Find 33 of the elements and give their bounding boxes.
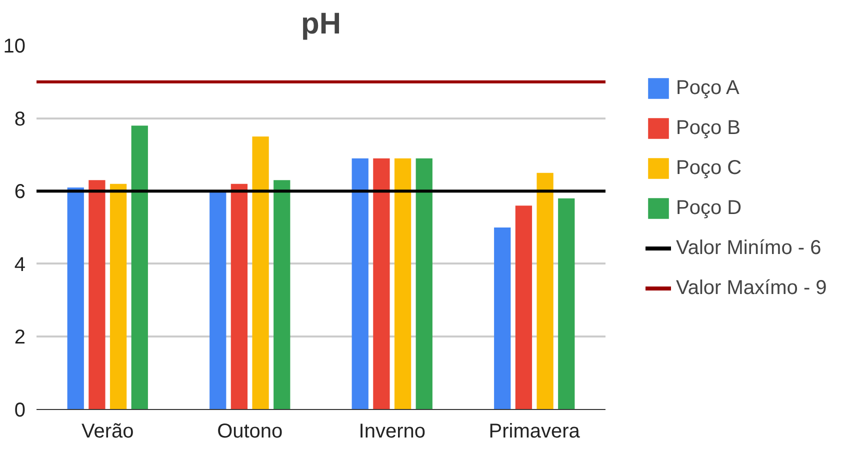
bar <box>210 191 226 410</box>
x-tick-label: Inverno <box>358 420 426 442</box>
x-tick-label: Verão <box>81 420 134 442</box>
y-tick-label: 8 <box>14 108 26 130</box>
bar <box>494 228 511 410</box>
bar <box>274 180 290 410</box>
legend-label: Poço D <box>676 196 742 220</box>
bar <box>416 158 432 410</box>
bar <box>110 184 127 410</box>
bar <box>536 172 554 410</box>
legend-label: Poço C <box>676 156 742 180</box>
chart-title: pH <box>301 8 342 40</box>
bar <box>394 158 412 410</box>
bar <box>352 158 368 410</box>
bar <box>252 136 269 410</box>
x-tick-label: Outono <box>217 420 283 442</box>
bar <box>67 187 84 410</box>
y-tick-label: 10 <box>3 36 26 58</box>
legend-label: Valor Maxímo - 9 <box>676 276 827 300</box>
bar <box>88 180 106 410</box>
legend-label: Poço B <box>676 116 740 140</box>
bar <box>131 126 148 410</box>
x-tick-label: Primavera <box>488 420 581 442</box>
y-tick-label: 4 <box>14 254 26 276</box>
legend-label: Poço A <box>676 76 740 100</box>
y-tick-label: 6 <box>14 181 26 204</box>
legend-label: Valor Minímo - 6 <box>676 236 822 260</box>
bar <box>515 206 532 410</box>
bar <box>558 198 575 410</box>
bar <box>230 184 248 410</box>
y-tick-label: 0 <box>14 400 26 422</box>
y-tick-label: 2 <box>14 326 26 349</box>
bar <box>373 158 390 410</box>
